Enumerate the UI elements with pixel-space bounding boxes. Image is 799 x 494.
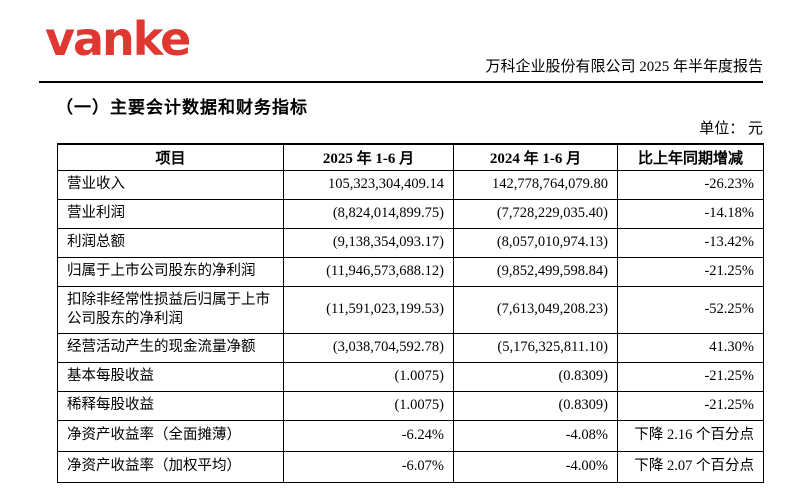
yoy-change: -26.23%: [617, 169, 764, 200]
table-row-net-profit-shareholders: 归属于上市公司股东的净利润 (11,946,573,688.12) (9,852…: [57, 256, 764, 287]
yoy-change: 下降 2.07 个百分点: [617, 450, 764, 483]
value-2024: -4.08%: [453, 419, 618, 452]
table-row-operating-revenue: 营业收入 105,323,304,409.14 142,778,764,079.…: [57, 169, 764, 200]
value-2024: (8,057,010,974.13): [453, 227, 618, 258]
value-2024: (7,728,229,035.40): [453, 198, 618, 229]
table-row-operating-profit: 营业利润 (8,824,014,899.75) (7,728,229,035.4…: [57, 198, 764, 229]
value-2024: (9,852,499,598.84): [453, 256, 618, 287]
yoy-change: 41.30%: [617, 332, 764, 363]
header-divider-line: [39, 81, 763, 83]
unit-label: 单位： 元: [699, 121, 763, 137]
row-label: 营业收入: [57, 169, 284, 200]
row-label: 基本每股收益: [57, 361, 284, 392]
table-row-basic-eps: 基本每股收益 (1.0075) (0.8309) -21.25%: [57, 361, 764, 392]
yoy-change: -21.25%: [617, 390, 764, 421]
section-title: （一）主要会计数据和财务指标: [56, 98, 308, 117]
value-2024: (7,613,049,208.23): [453, 285, 618, 334]
table-row-roe-fully-diluted: 净资产收益率（全面摊薄） -6.24% -4.08% 下降 2.16 个百分点: [57, 419, 764, 452]
value-2025: (11,591,023,199.53): [283, 285, 454, 334]
value-2024: -4.00%: [453, 450, 618, 483]
vanke-logo: vanke: [45, 12, 191, 66]
report-header-title: 万科企业股份有限公司 2025 年半年度报告: [485, 59, 763, 75]
value-2025: (1.0075): [283, 361, 454, 392]
table-row-roe-weighted-average: 净资产收益率（加权平均） -6.07% -4.00% 下降 2.07 个百分点: [57, 450, 764, 483]
value-2025: -6.07%: [283, 450, 454, 483]
col-header-yoy-change: 比上年同期增减: [617, 143, 764, 171]
row-label: 稀释每股收益: [57, 390, 284, 421]
col-header-item: 项目: [57, 143, 284, 171]
value-2025: (9,138,354,093.17): [283, 227, 454, 258]
table-row-operating-cash-flow: 经营活动产生的现金流量净额 (3,038,704,592.78) (5,176,…: [57, 332, 764, 363]
yoy-change: -21.25%: [617, 256, 764, 287]
row-label: 经营活动产生的现金流量净额: [57, 332, 284, 363]
yoy-change: 下降 2.16 个百分点: [617, 419, 764, 452]
value-2025: (1.0075): [283, 390, 454, 421]
row-label: 净资产收益率（全面摊薄）: [57, 419, 284, 452]
yoy-change: -14.18%: [617, 198, 764, 229]
financial-indicators-table: 项目 2025 年 1-6 月 2024 年 1-6 月 比上年同期增减 营业收…: [57, 143, 764, 483]
value-2024: (5,176,325,811.10): [453, 332, 618, 363]
row-label: 扣除非经常性损益后归属于上市公司股东的净利润: [57, 285, 284, 334]
table-header-row: 项目 2025 年 1-6 月 2024 年 1-6 月 比上年同期增减: [57, 143, 764, 171]
col-header-2025: 2025 年 1-6 月: [283, 143, 454, 171]
yoy-change: -21.25%: [617, 361, 764, 392]
col-header-2024: 2024 年 1-6 月: [453, 143, 618, 171]
value-2024: (0.8309): [453, 390, 618, 421]
value-2024: (0.8309): [453, 361, 618, 392]
row-label: 净资产收益率（加权平均）: [57, 450, 284, 483]
value-2024: 142,778,764,079.80: [453, 169, 618, 200]
value-2025: (8,824,014,899.75): [283, 198, 454, 229]
yoy-change: -52.25%: [617, 285, 764, 334]
value-2025: (11,946,573,688.12): [283, 256, 454, 287]
value-2025: 105,323,304,409.14: [283, 169, 454, 200]
table-row-diluted-eps: 稀释每股收益 (1.0075) (0.8309) -21.25%: [57, 390, 764, 421]
row-label: 利润总额: [57, 227, 284, 258]
yoy-change: -13.42%: [617, 227, 764, 258]
row-label: 归属于上市公司股东的净利润: [57, 256, 284, 287]
value-2025: (3,038,704,592.78): [283, 332, 454, 363]
table-row-net-profit-excl-nonrecurring: 扣除非经常性损益后归属于上市公司股东的净利润 (11,591,023,199.5…: [57, 285, 764, 334]
value-2025: -6.24%: [283, 419, 454, 452]
table-row-total-profit: 利润总额 (9,138,354,093.17) (8,057,010,974.1…: [57, 227, 764, 258]
row-label: 营业利润: [57, 198, 284, 229]
